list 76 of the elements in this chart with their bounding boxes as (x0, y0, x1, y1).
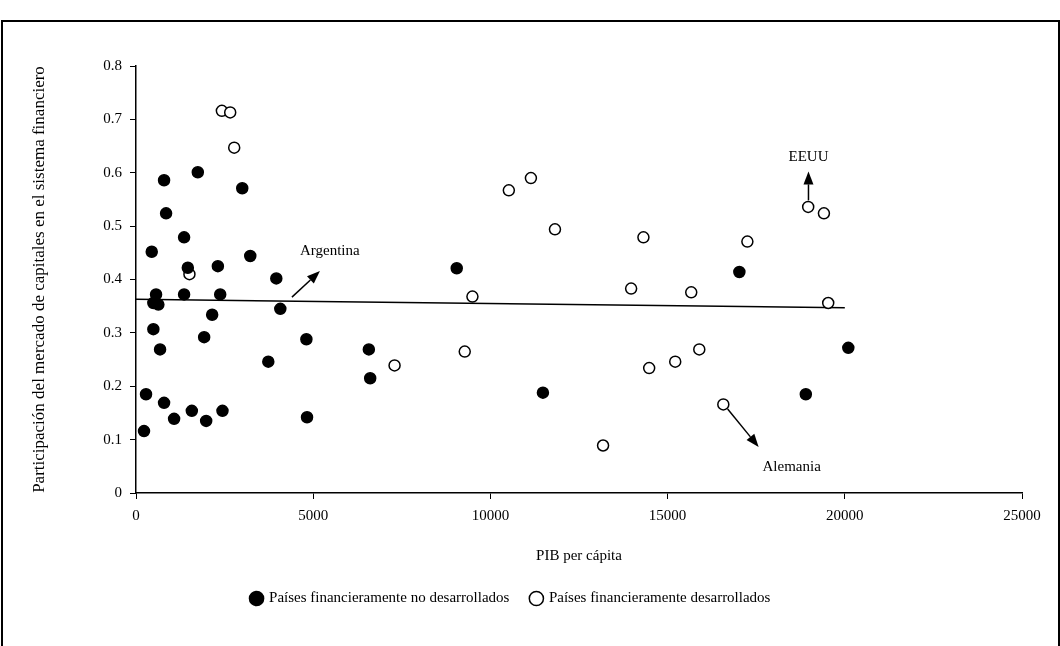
point (262, 355, 275, 368)
x-tick-label: 25000 (1003, 506, 1041, 523)
point (693, 343, 706, 356)
point (211, 259, 225, 273)
y-axis-title: Participación del mercado de capitales en el sistema financiero (29, 66, 49, 493)
point (624, 282, 638, 295)
x-axis-title: PIB per cápita (536, 546, 623, 563)
point (137, 424, 151, 438)
legend-label: Países financieramente desarrollados (548, 589, 771, 606)
point (197, 330, 211, 344)
y-tick-label: 0 (114, 483, 122, 500)
point (223, 106, 237, 119)
point (181, 261, 195, 275)
point (524, 171, 538, 185)
y-tick-label: 0.7 (103, 110, 123, 127)
point (362, 343, 376, 356)
point (466, 290, 479, 303)
x-tick-label: 20000 (826, 506, 864, 523)
point (502, 184, 516, 197)
point (199, 414, 213, 428)
point (637, 231, 650, 244)
point (244, 249, 257, 263)
point (596, 439, 610, 452)
annotation: Alemania (762, 457, 822, 474)
point (801, 200, 815, 214)
point (213, 288, 227, 301)
point (799, 388, 813, 401)
x-tick-label: 15000 (648, 506, 687, 523)
point (388, 359, 401, 372)
point (153, 343, 167, 356)
point (717, 398, 730, 411)
point (177, 288, 191, 301)
point (684, 286, 698, 299)
y-tick-label: 0.8 (103, 56, 122, 73)
point (227, 141, 241, 154)
point (157, 396, 171, 410)
point (548, 223, 562, 236)
y-tick-label: 0.6 (103, 163, 123, 180)
y-tick-label: 0.2 (103, 377, 122, 394)
annotation: EEUU (788, 148, 829, 165)
point (741, 235, 754, 248)
point (450, 262, 463, 275)
point (536, 386, 550, 399)
point (821, 296, 835, 310)
point (177, 231, 191, 244)
point (157, 173, 171, 187)
x-tick-label: 10000 (471, 506, 510, 523)
point (185, 404, 199, 418)
point (733, 265, 746, 279)
x-tick-label: 5000 (298, 506, 329, 523)
point (300, 333, 313, 346)
x-tick-label: 0 (132, 506, 140, 523)
point (191, 165, 205, 179)
y-tick-label: 0.4 (103, 270, 123, 287)
point (363, 371, 377, 385)
y-tick-label: 0.5 (103, 217, 122, 234)
point (139, 388, 153, 401)
legend-label: Países financieramente no desarrollados (269, 589, 510, 606)
point (458, 345, 471, 358)
point (145, 245, 158, 258)
y-tick-label: 0.1 (103, 430, 122, 447)
point (216, 404, 229, 418)
point (300, 410, 314, 424)
point (270, 272, 283, 285)
y-tick-label: 0.3 (103, 323, 122, 340)
point (236, 181, 249, 195)
annotation: Argentina (299, 242, 360, 259)
point (642, 361, 656, 375)
point (817, 207, 831, 220)
point (668, 355, 682, 368)
point (159, 207, 173, 220)
point (205, 308, 219, 321)
point (274, 302, 287, 316)
point (167, 412, 181, 426)
point (842, 341, 855, 355)
point (147, 322, 160, 336)
